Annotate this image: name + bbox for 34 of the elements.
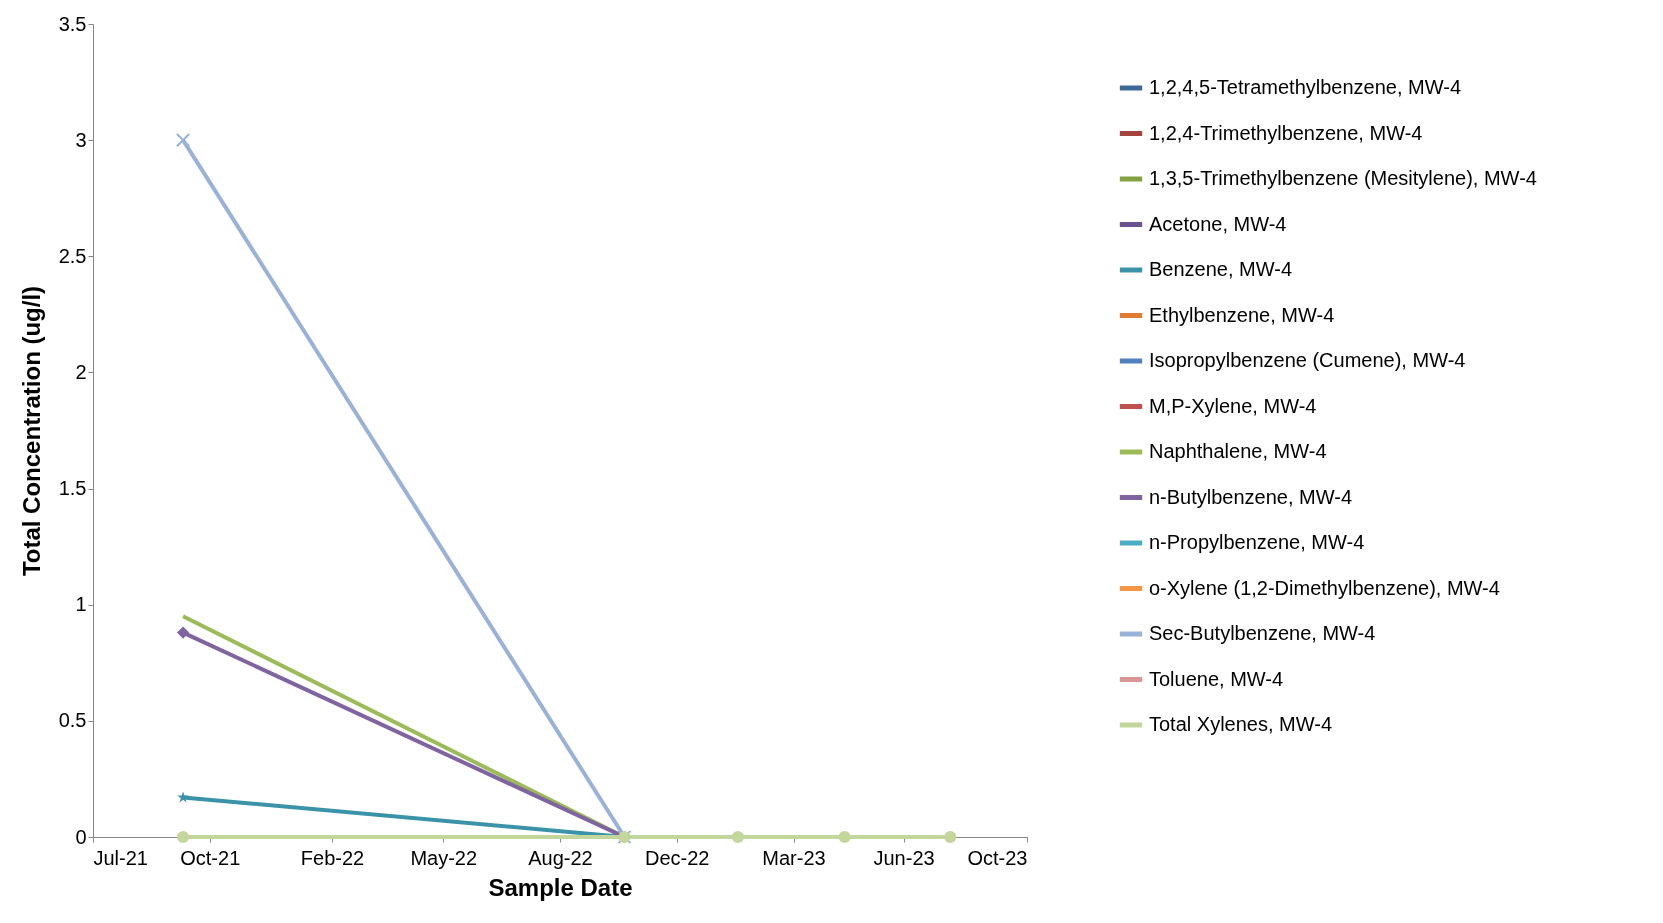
x-tick-label: Jul-21	[93, 846, 148, 869]
y-tick-label: 1	[75, 593, 87, 616]
legend-label: Acetone, MW-4	[1149, 212, 1287, 235]
x-tick-label: Oct-23	[967, 846, 1028, 869]
legend-label: n-Propylbenzene, MW-4	[1149, 531, 1365, 553]
y-tick-label: 2	[75, 360, 87, 383]
y-tick-label: 0.5	[58, 709, 87, 732]
legend-label: 1,3,5-Trimethylbenzene (Mesitylene), MW-4	[1149, 167, 1537, 189]
y-tick-label: 2.5	[58, 244, 87, 267]
x-tick-label: Oct-21	[180, 846, 241, 869]
y-tick-label: 3	[75, 128, 87, 151]
x-axis-title: Sample Date	[488, 873, 633, 901]
y-tick-label: 0	[75, 825, 87, 848]
x-tick-label: Aug-22	[528, 846, 593, 869]
y-axis-title: Total Concentration (ug/l)	[17, 285, 45, 577]
y-tick-label: 1.5	[58, 477, 87, 500]
legend-label: o-Xylene (1,2-Dimethylbenzene), MW-4	[1149, 576, 1500, 599]
legend-label: M,P-Xylene, MW-4	[1149, 394, 1317, 417]
legend-label: Toluene, MW-4	[1149, 667, 1284, 690]
x-tick-label: May-22	[410, 846, 478, 869]
legend-label: Total Xylenes, MW-4	[1149, 713, 1333, 735]
legend-label: Naphthalene, MW-4	[1149, 440, 1327, 462]
x-tick-label: Jun-23	[873, 846, 935, 869]
x-tick-label: Feb-22	[300, 846, 365, 869]
legend-label: Benzene, MW-4	[1149, 258, 1293, 280]
x-tick-label: Dec-22	[645, 846, 710, 869]
x-tick-label: Mar-23	[762, 846, 826, 869]
legend-label: 1,2,4,5-Tetramethylbenzene, MW-4	[1149, 76, 1462, 98]
y-tick-label: 3.5	[58, 12, 87, 35]
legend-label: Sec-Butylbenzene, MW-4	[1149, 622, 1376, 644]
legend-label: Ethylbenzene, MW-4	[1149, 303, 1335, 326]
legend-label: 1,2,4-Trimethylbenzene, MW-4	[1149, 121, 1423, 144]
legend-label: Isopropylbenzene (Cumene), MW-4	[1149, 349, 1466, 371]
legend-label: n-Butylbenzene, MW-4	[1149, 485, 1353, 508]
